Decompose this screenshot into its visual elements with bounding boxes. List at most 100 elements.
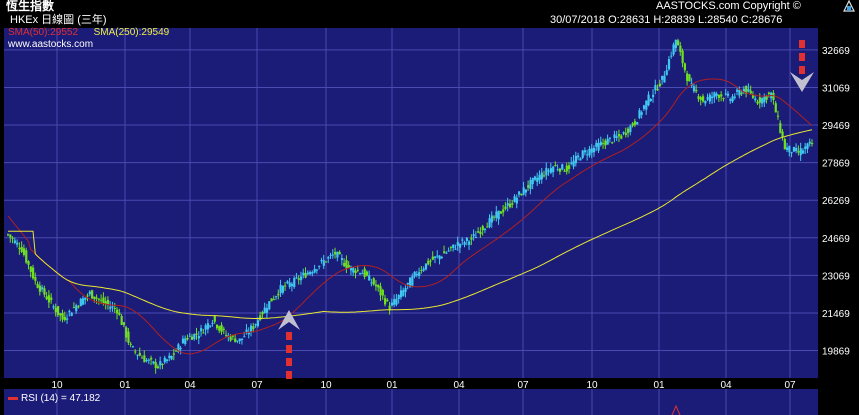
- sma50-line: [7, 78, 813, 355]
- candle-body: [731, 96, 734, 102]
- candle-body: [779, 123, 782, 133]
- candle-body: [397, 294, 400, 300]
- candle-body: [592, 147, 596, 153]
- candle-body: [243, 336, 246, 338]
- candle-body: [320, 260, 323, 262]
- candle-body: [540, 172, 543, 180]
- candle-body: [240, 338, 244, 341]
- candle-body: [372, 278, 375, 285]
- down-arrow-icon: [790, 72, 814, 92]
- candle-body: [754, 98, 757, 101]
- candle-body: [411, 276, 414, 286]
- candle-body: [295, 277, 298, 279]
- candle-body: [284, 285, 287, 287]
- rsi-legend: RSI (14) = 47.182: [8, 393, 100, 404]
- candle-body: [420, 269, 423, 271]
- candle-body: [399, 290, 403, 298]
- candle-body: [113, 307, 116, 309]
- candle-body: [567, 165, 571, 170]
- candle-body: [211, 322, 214, 324]
- candle-body: [409, 277, 412, 288]
- candle-body: [458, 243, 462, 248]
- candle-body: [170, 355, 173, 360]
- candle-body: [345, 260, 348, 269]
- chart-subtitle: HKEx 日線圖 (三年): [10, 14, 107, 26]
- candle-body: [277, 293, 280, 296]
- candle-body: [456, 242, 459, 246]
- candle-body: [449, 246, 453, 248]
- candle-body: [502, 209, 505, 213]
- candle-body: [622, 132, 625, 134]
- candle-body: [613, 134, 616, 138]
- candle-body: [577, 155, 580, 158]
- candle-body: [708, 94, 711, 102]
- x-tick-label: 10: [51, 380, 63, 391]
- candle-body: [388, 305, 391, 311]
- candle-body: [418, 272, 421, 277]
- candle-body: [184, 338, 187, 345]
- candle-body: [365, 271, 369, 276]
- candle-body: [356, 269, 359, 271]
- candle-body: [97, 298, 101, 300]
- candle-body: [565, 165, 568, 172]
- candle-body: [186, 337, 189, 340]
- candle-body: [488, 218, 491, 228]
- candle-body: [281, 285, 285, 293]
- candle-body: [302, 272, 305, 275]
- candle-body: [470, 237, 473, 240]
- arrow-stem-segment: [799, 53, 805, 61]
- candle-body: [627, 128, 630, 133]
- candle-body: [711, 96, 714, 99]
- candle-body: [175, 350, 178, 352]
- candle-body: [384, 298, 387, 305]
- candle-body: [100, 299, 103, 301]
- candle-body: [692, 86, 696, 92]
- candle-body: [41, 287, 44, 290]
- candle-body: [202, 332, 205, 334]
- candle-body: [738, 89, 741, 96]
- candle-body: [506, 203, 509, 206]
- candle-body: [513, 196, 516, 203]
- candle-body: [361, 273, 364, 275]
- candle-body: [154, 362, 157, 369]
- rsi-swatch: [8, 396, 18, 400]
- candle-body: [697, 96, 700, 99]
- candle-body: [415, 274, 419, 276]
- candle-body: [393, 299, 396, 305]
- candle-body: [106, 299, 110, 305]
- candle-body: [263, 307, 266, 314]
- candle-body: [86, 295, 89, 297]
- candle-body: [406, 282, 409, 285]
- candle-body: [533, 176, 537, 180]
- x-tick-label: 04: [453, 380, 465, 391]
- candle-body: [165, 359, 169, 362]
- candle-body: [374, 284, 378, 287]
- candle-body: [774, 103, 777, 113]
- candle-body: [381, 289, 384, 296]
- website-link[interactable]: www.aastocks.com: [8, 39, 94, 50]
- candle-body: [529, 180, 532, 190]
- candle-body: [729, 99, 732, 101]
- candle-body: [91, 290, 94, 299]
- candle-body: [204, 325, 207, 330]
- candle-body: [390, 302, 394, 306]
- candle-body: [788, 145, 791, 153]
- candle-body: [602, 143, 605, 145]
- candle-body: [152, 361, 155, 364]
- candle-body: [572, 160, 575, 167]
- candle-body: [402, 290, 405, 296]
- candle-body: [250, 325, 253, 332]
- candle-body: [547, 170, 550, 172]
- candle-body: [538, 174, 541, 181]
- candle-body: [222, 328, 225, 330]
- candle-body: [188, 335, 191, 337]
- candle-body: [252, 326, 255, 330]
- candle-body: [190, 336, 194, 340]
- y-tick-label: 29469: [822, 121, 850, 132]
- candle-body: [293, 277, 296, 287]
- candle-body: [54, 307, 57, 313]
- candle-body: [145, 360, 148, 362]
- candle-body: [143, 355, 146, 363]
- candle-body: [386, 299, 389, 302]
